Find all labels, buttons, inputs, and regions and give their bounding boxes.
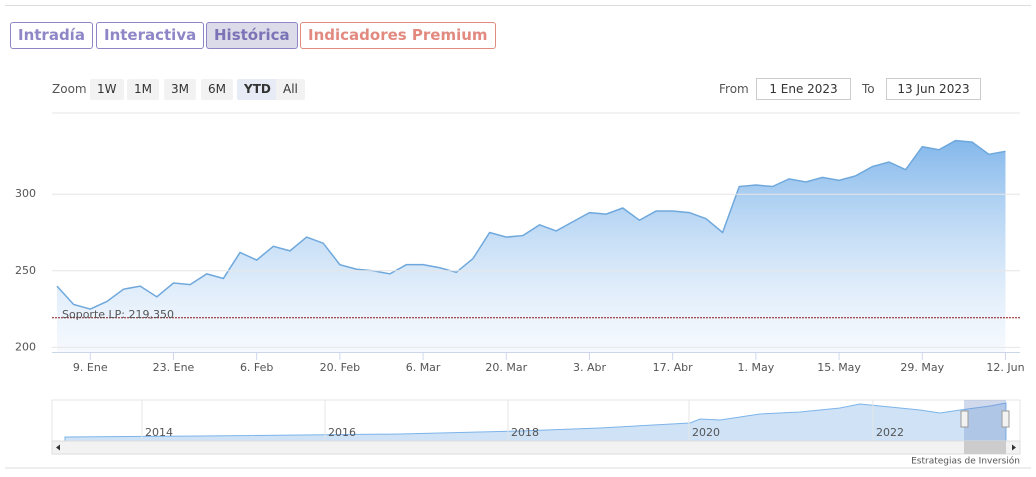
navigator-handle[interactable] [1001, 410, 1010, 428]
line [56, 139, 1006, 310]
zoom-label: Zoom [52, 82, 87, 96]
x-tick-label: 20. Mar [485, 361, 527, 374]
x-tick-label: 23. Ene [153, 361, 195, 374]
zoom-button[interactable]: All [276, 79, 305, 100]
zoom-button[interactable]: 1W [90, 79, 124, 100]
x-tick-label: 6. Mar [406, 361, 441, 374]
scrollbar-thumb[interactable] [964, 441, 1006, 454]
x-tick-label: 1. May [738, 361, 775, 374]
navigator-label: 2022 [876, 426, 904, 439]
navigator-label: 2016 [328, 426, 356, 439]
to-label: To [862, 82, 875, 96]
tab[interactable]: Interactiva [96, 22, 205, 49]
x-tick-label: 29. May [900, 361, 944, 374]
navigator-series [64, 402, 1007, 442]
navigator-label: 2014 [145, 426, 173, 439]
navigator-handle[interactable] [960, 410, 969, 428]
x-tick-label: 15. May [817, 361, 861, 374]
x-tick-label: 9. Ene [73, 361, 108, 374]
to-input[interactable]: 13 Jun 2023 [886, 78, 981, 100]
zoom-button[interactable]: 6M [201, 79, 233, 100]
from-input[interactable]: 1 Ene 2023 [756, 78, 851, 100]
x-tick-label: 3. Abr [573, 361, 606, 374]
navigator-label: 2018 [511, 426, 539, 439]
support-label: Soporte LP: 219,350 [62, 308, 174, 321]
y-tick-label: 250 [15, 264, 36, 277]
credits[interactable]: Estrategias de Inversión [911, 456, 1020, 467]
y-tick-label: 200 [15, 340, 36, 353]
area [57, 140, 1006, 352]
tab[interactable]: Histórica [206, 22, 298, 49]
zoom-button[interactable]: 1M [127, 79, 159, 100]
tab[interactable]: Indicadores Premium [300, 22, 496, 49]
from-label: From [719, 82, 749, 96]
zoom-button[interactable]: 3M [164, 79, 196, 100]
x-tick-label: 20. Feb [320, 361, 360, 374]
scrollbar[interactable] [51, 440, 1021, 455]
navigator-mask[interactable] [964, 400, 1006, 441]
y-tick-label: 300 [15, 187, 36, 200]
zoom-button[interactable]: YTD [237, 79, 278, 100]
x-tick-label: 6. Feb [240, 361, 273, 374]
top-border [5, 5, 1031, 6]
x-tick-label: 17. Abr [653, 361, 693, 374]
x-tick-label: 12. Jun [986, 361, 1024, 374]
tab[interactable]: Intradía [10, 22, 93, 49]
navigator-label: 2020 [692, 426, 720, 439]
